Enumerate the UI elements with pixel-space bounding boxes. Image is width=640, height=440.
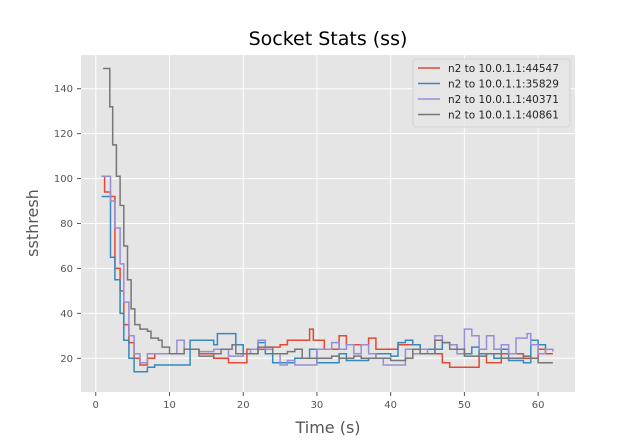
y-tick-label: 80: [60, 219, 73, 230]
y-tick-label: 140: [54, 84, 73, 95]
legend-label: n2 to 10.0.1.1:40371: [448, 94, 559, 106]
series-lines: [101, 67, 554, 373]
x-tick-label: 40: [384, 400, 397, 411]
axis-ticks: 0 10 20 30 40 50 60 20 40 60 80 100 120 140: [54, 84, 545, 411]
y-tick-label: 60: [60, 264, 73, 275]
x-tick-label: 10: [163, 400, 176, 411]
legend-label: n2 to 10.0.1.1:44547: [448, 63, 559, 75]
x-tick-label: 30: [311, 400, 324, 411]
chart-title: Socket Stats (ss): [249, 28, 408, 50]
x-axis-label: Time (s): [294, 418, 360, 437]
y-tick-label: 100: [54, 174, 73, 185]
x-tick-label: 60: [532, 400, 545, 411]
x-tick-label: 0: [93, 400, 99, 411]
series-line-4: [103, 67, 553, 364]
y-tick-label: 40: [60, 309, 73, 320]
y-axis-label: ssthresh: [23, 189, 42, 257]
x-tick-label: 50: [458, 400, 471, 411]
x-tick-label: 20: [237, 400, 250, 411]
series-line-3: [101, 175, 554, 366]
legend-label: n2 to 10.0.1.1:40861: [448, 109, 559, 121]
legend: n2 to 10.0.1.1:44547 n2 to 10.0.1.1:35829…: [412, 58, 571, 128]
legend-label: n2 to 10.0.1.1:35829: [448, 78, 559, 90]
legend-box: [412, 58, 571, 128]
y-tick-label: 120: [54, 129, 73, 140]
grid: [81, 55, 575, 392]
y-tick-label: 20: [60, 354, 73, 365]
